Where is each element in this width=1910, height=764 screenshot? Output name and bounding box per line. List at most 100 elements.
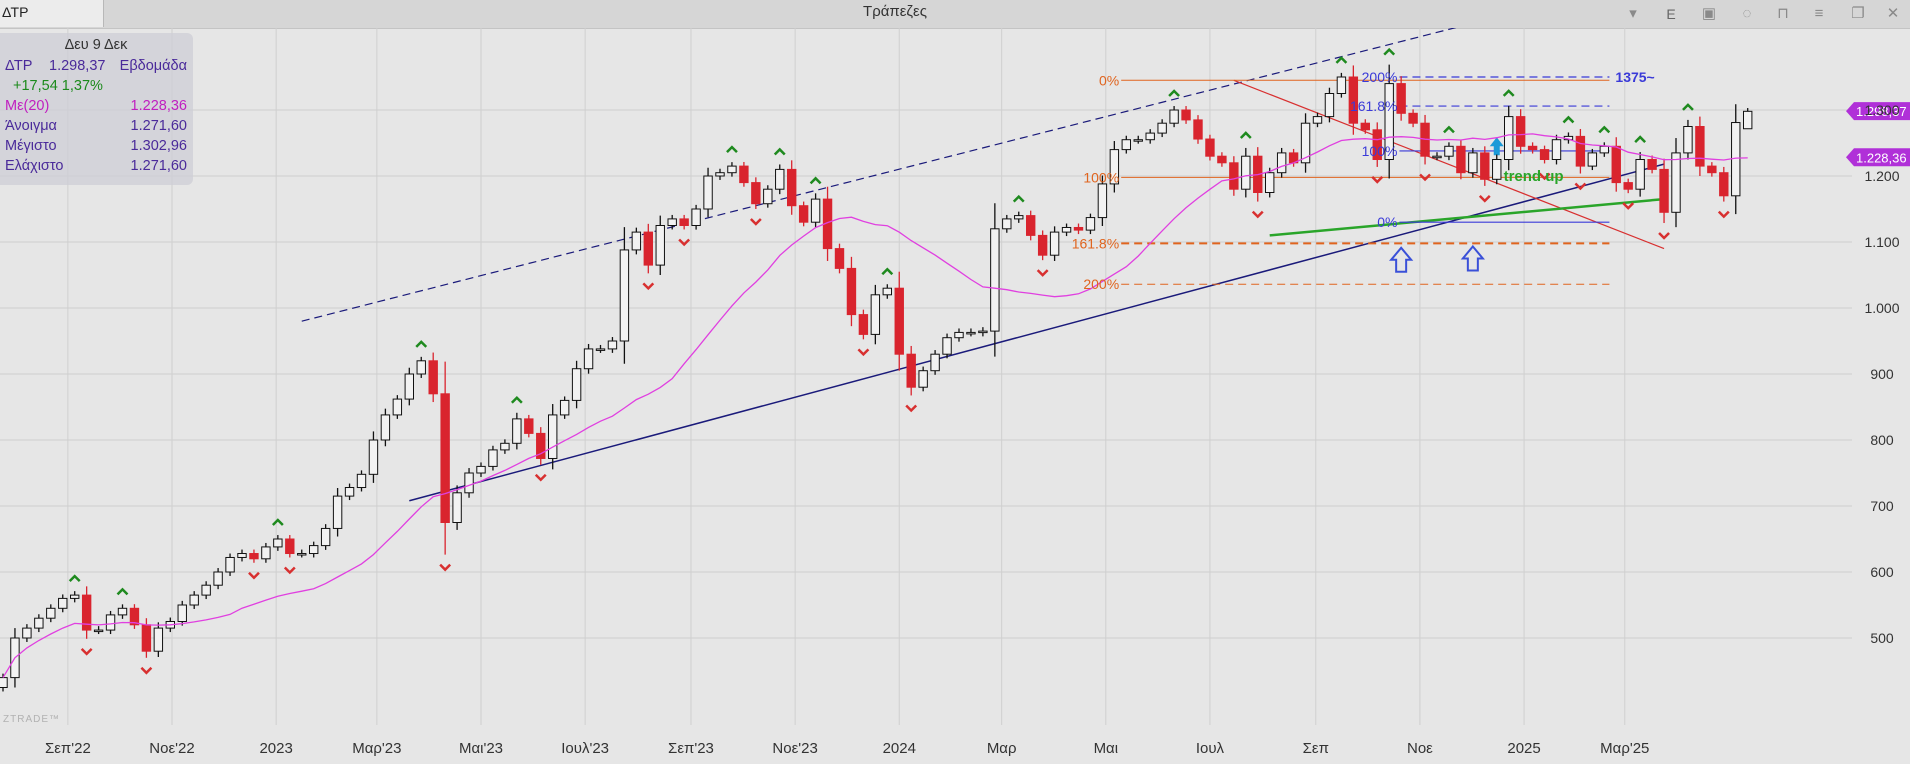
candle-body <box>1384 83 1394 160</box>
fib-blue-label: 200% <box>1362 69 1398 85</box>
candle-body <box>1324 93 1335 118</box>
candle-body <box>1348 76 1359 124</box>
candle-body <box>1707 165 1717 174</box>
candle-body <box>1336 76 1347 94</box>
candle-body <box>1037 234 1048 256</box>
candle-body <box>81 594 92 631</box>
candle-body <box>1480 152 1490 180</box>
info-symbol: ΔΤΡ <box>5 58 33 74</box>
candle-body <box>846 267 857 316</box>
lock-icon[interactable]: ⊓ <box>1777 5 1789 22</box>
x-tick-label: Μαρ'23 <box>352 740 401 757</box>
candle-body <box>1049 231 1060 256</box>
candle-body <box>392 398 403 416</box>
candle-body <box>1157 122 1167 134</box>
candle-body <box>1432 155 1442 159</box>
price-tag-label: 1.228,36 <box>1856 150 1907 165</box>
candle-body <box>1647 159 1657 170</box>
swing-low-marker <box>439 563 452 572</box>
candle-body <box>153 627 164 652</box>
candles <box>0 64 1753 692</box>
close-icon[interactable]: ✕ <box>1886 5 1900 22</box>
swing-high-marker <box>1502 89 1515 97</box>
candle-body <box>1276 152 1287 174</box>
panel-icon[interactable]: ▣ <box>1701 5 1717 22</box>
candle-body <box>332 495 343 529</box>
swing-low-marker <box>1036 269 1049 277</box>
candle-body <box>93 629 104 633</box>
candle-body <box>428 360 438 395</box>
hollow-up-arrow <box>1389 246 1414 273</box>
swing-high-marker <box>1012 194 1025 203</box>
candle-body <box>1265 172 1275 193</box>
candle-body <box>1145 132 1155 141</box>
candle-body <box>990 228 1000 332</box>
y-tick-label: 1.200 <box>1864 168 1899 184</box>
candle-body <box>559 399 570 416</box>
candle-body <box>1468 152 1478 174</box>
info-high-label: Μέγιστο <box>5 138 57 154</box>
menu-icon[interactable]: ≡ <box>1814 5 1824 22</box>
swing-high-marker <box>773 147 786 156</box>
candle-body <box>225 556 235 573</box>
swing-low-marker <box>1478 195 1491 203</box>
swing-high-marker <box>1335 56 1348 64</box>
candle-body <box>1539 149 1550 161</box>
swing-high-marker <box>809 176 822 185</box>
candle-body <box>798 205 809 223</box>
candle-body <box>1671 152 1681 213</box>
candle-body <box>1300 122 1311 164</box>
restore-icon[interactable]: ❐ <box>1851 5 1865 22</box>
price-chart[interactable]: 0% 100% 161.8% 200% 0% 100% 161.8% 200% 1375~ tre… <box>0 28 1910 764</box>
swing-high-marker <box>1562 115 1575 124</box>
candle-body <box>356 473 367 489</box>
candle-body <box>978 330 988 334</box>
candle-body <box>954 331 964 339</box>
candle-body <box>942 337 952 355</box>
grid <box>0 28 1852 725</box>
candle-body <box>177 604 187 622</box>
fib-blue-label: 161.8% <box>1350 98 1397 114</box>
candle-body <box>1026 215 1036 236</box>
swing-high-marker <box>116 587 129 596</box>
candle-body <box>679 218 689 226</box>
candle-body <box>1241 155 1251 190</box>
candle-body <box>1587 152 1598 167</box>
edit-mode-button[interactable]: E <box>1666 6 1676 22</box>
candle-body <box>344 487 355 497</box>
swing-high-marker <box>1383 47 1396 56</box>
candle-body <box>34 617 44 629</box>
candle-body <box>1121 139 1131 151</box>
x-tick-label: Μαι <box>1094 740 1119 757</box>
candle-body <box>1169 109 1179 124</box>
candle-body <box>894 287 904 355</box>
chevron-down-icon[interactable]: ▾ <box>1629 5 1637 22</box>
symbol-tab[interactable]: ΔΤΡ <box>0 0 104 27</box>
x-tick-label: Μαι'23 <box>459 740 503 757</box>
y-tick-label: 900 <box>1870 366 1894 382</box>
swing-high-marker <box>68 574 81 583</box>
candle-body <box>834 248 845 269</box>
candle-body <box>1683 126 1693 154</box>
candle-body <box>189 594 199 606</box>
candle-body <box>1085 217 1096 231</box>
y-tick-label: 500 <box>1870 630 1894 646</box>
title-bar: ΔΤΡ Τράπεζες ▾ E ▣ ◌ ⊓ ≡ ❐ ✕ <box>0 0 1910 29</box>
x-tick-label: Νοε'23 <box>772 740 817 757</box>
candle-body <box>1097 183 1108 219</box>
candle-body <box>1599 145 1609 154</box>
candle-body <box>1611 145 1621 184</box>
info-low-value: 1.271,60 <box>130 158 187 174</box>
candle-body <box>297 553 307 556</box>
candle-body <box>1659 168 1669 213</box>
candle-body <box>309 545 319 555</box>
candle-body <box>404 373 415 400</box>
candle-body <box>715 172 725 177</box>
candle-body <box>70 594 80 599</box>
candle-body <box>607 340 618 350</box>
swing-low-marker <box>248 571 260 580</box>
candle-body <box>1312 116 1323 124</box>
candle-body <box>117 607 128 616</box>
y-tick-label: 700 <box>1870 498 1894 514</box>
chat-icon[interactable]: ◌ <box>1742 5 1752 22</box>
